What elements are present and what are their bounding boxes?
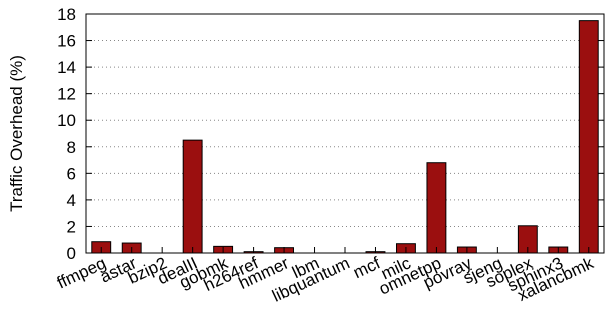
y-tick-label: 0: [67, 244, 76, 263]
y-tick-label: 10: [57, 111, 76, 130]
y-tick-label: 16: [57, 32, 76, 51]
y-tick-label: 4: [67, 191, 76, 210]
y-tick-label: 12: [57, 85, 76, 104]
y-tick-label: 18: [57, 5, 76, 24]
bar-dealII: [182, 139, 203, 254]
plot-area-frame: [85, 13, 605, 254]
bar-omnetpp: [426, 162, 447, 254]
x-axis-ticks: ffmpegastarbzip2dealIIgobmkh264refhmmerl…: [54, 247, 597, 306]
bar-xalancbmk: [578, 20, 599, 254]
y-tick-label: 14: [57, 58, 76, 77]
gridlines: [86, 40, 604, 227]
y-tick-label: 8: [67, 138, 76, 157]
bars: [91, 20, 599, 254]
y-axis-ticks: 0 2 4 6 8 10 12 14 16 18: [57, 5, 604, 263]
y-tick-label: 6: [67, 164, 76, 183]
y-axis-label: Traffic Overhead (%): [7, 55, 26, 212]
y-tick-label: 2: [67, 217, 76, 236]
